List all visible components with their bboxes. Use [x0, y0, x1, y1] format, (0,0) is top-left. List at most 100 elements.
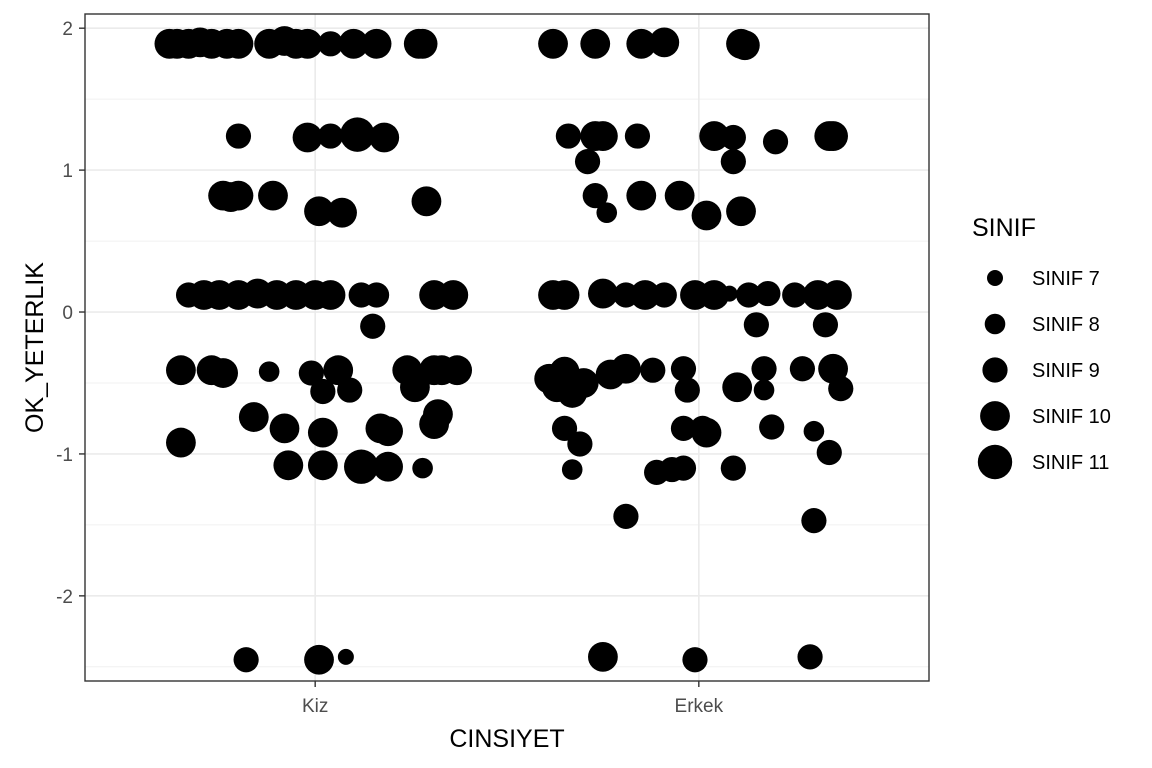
point-erkek — [649, 27, 680, 58]
point-erkek — [755, 280, 781, 307]
point-kiz — [373, 451, 403, 482]
point-erkek — [726, 196, 756, 227]
point-kiz — [258, 180, 288, 211]
point-kiz — [304, 196, 334, 227]
point-erkek — [555, 123, 581, 149]
point-kiz — [344, 449, 379, 484]
y-tick-label: -2 — [56, 587, 73, 608]
point-erkek — [699, 121, 730, 151]
point-erkek — [759, 414, 785, 440]
point-kiz — [292, 28, 323, 59]
point-erkek — [567, 431, 593, 457]
point-kiz — [407, 28, 438, 59]
point-kiz — [412, 457, 433, 479]
point-erkek — [561, 459, 583, 480]
point-kiz — [423, 399, 453, 430]
point-erkek — [720, 455, 746, 481]
point-kiz — [304, 644, 334, 675]
point-erkek — [670, 356, 697, 382]
point-erkek — [828, 376, 854, 402]
point-kiz — [363, 282, 390, 308]
point-kiz — [317, 123, 344, 149]
point-erkek — [751, 356, 777, 382]
point-kiz — [225, 123, 252, 149]
point-erkek — [651, 282, 677, 308]
point-kiz — [337, 377, 363, 403]
legend-key — [982, 357, 1008, 383]
point-erkek — [812, 312, 839, 338]
point-erkek — [699, 280, 730, 310]
point-erkek — [789, 356, 816, 382]
data-points — [154, 26, 854, 675]
point-erkek — [753, 379, 775, 401]
point-erkek — [580, 28, 611, 59]
legend-title: SINIF — [972, 214, 1036, 242]
y-axis-title: OK_YETERLIK — [21, 262, 49, 433]
point-erkek — [670, 415, 697, 441]
point-erkek — [801, 508, 827, 534]
point-erkek — [588, 641, 618, 672]
point-erkek — [674, 377, 700, 403]
point-kiz — [233, 647, 259, 673]
point-erkek — [720, 148, 746, 175]
point-kiz — [327, 197, 357, 228]
point-kiz — [292, 122, 323, 153]
point-kiz — [166, 427, 196, 458]
y-tick-label: 1 — [62, 161, 73, 182]
point-erkek — [670, 455, 697, 481]
panel-background — [85, 14, 929, 681]
y-tick-label: 0 — [62, 303, 73, 324]
legend-items: SINIF 7 SINIF 8 SINIF 9 SINIF 10 SINIF 11 — [977, 268, 1111, 480]
point-kiz — [317, 31, 344, 57]
point-erkek — [596, 202, 618, 223]
legend-label: SINIF 11 — [1032, 452, 1109, 474]
point-kiz — [166, 355, 196, 386]
point-erkek — [762, 129, 789, 155]
point-erkek — [782, 282, 808, 308]
point-kiz — [400, 372, 430, 403]
point-kiz — [208, 358, 239, 388]
point-erkek — [549, 280, 580, 310]
point-kiz — [442, 355, 473, 386]
point-erkek — [626, 28, 657, 59]
plot-panel — [85, 14, 929, 681]
point-erkek — [588, 121, 618, 151]
point-erkek — [551, 415, 578, 441]
x-tick-label: Erkek — [675, 696, 724, 717]
point-erkek — [624, 123, 651, 149]
point-kiz — [369, 122, 400, 153]
x-axis-title: CINSIYET — [449, 725, 564, 753]
point-erkek — [538, 28, 568, 59]
point-erkek — [822, 280, 852, 310]
legend-label: SINIF 7 — [1032, 268, 1100, 290]
point-erkek — [743, 312, 769, 338]
point-erkek — [640, 357, 666, 383]
point-kiz — [310, 378, 336, 405]
point-erkek — [816, 439, 842, 466]
point-kiz — [315, 280, 346, 310]
point-erkek — [721, 285, 738, 302]
axis-ticks: -2 -1 0 1 2 Kiz Erkek — [56, 19, 724, 717]
point-erkek — [664, 180, 695, 211]
point-erkek — [736, 282, 762, 308]
point-kiz — [337, 648, 354, 665]
point-erkek — [818, 121, 848, 151]
point-kiz — [361, 28, 392, 59]
point-kiz — [269, 413, 300, 444]
point-erkek — [588, 278, 618, 309]
point-erkek — [691, 417, 722, 448]
point-kiz — [340, 117, 375, 152]
legend-label: SINIF 9 — [1032, 360, 1100, 382]
legend-key — [984, 313, 1006, 335]
point-erkek — [722, 372, 753, 403]
point-erkek — [582, 183, 608, 209]
point-kiz — [223, 28, 254, 59]
x-tick-label: Kiz — [302, 696, 328, 717]
legend-label: SINIF 10 — [1032, 406, 1111, 428]
point-kiz — [323, 355, 354, 386]
point-erkek — [691, 200, 722, 231]
point-erkek — [630, 280, 661, 310]
point-kiz — [411, 186, 442, 217]
